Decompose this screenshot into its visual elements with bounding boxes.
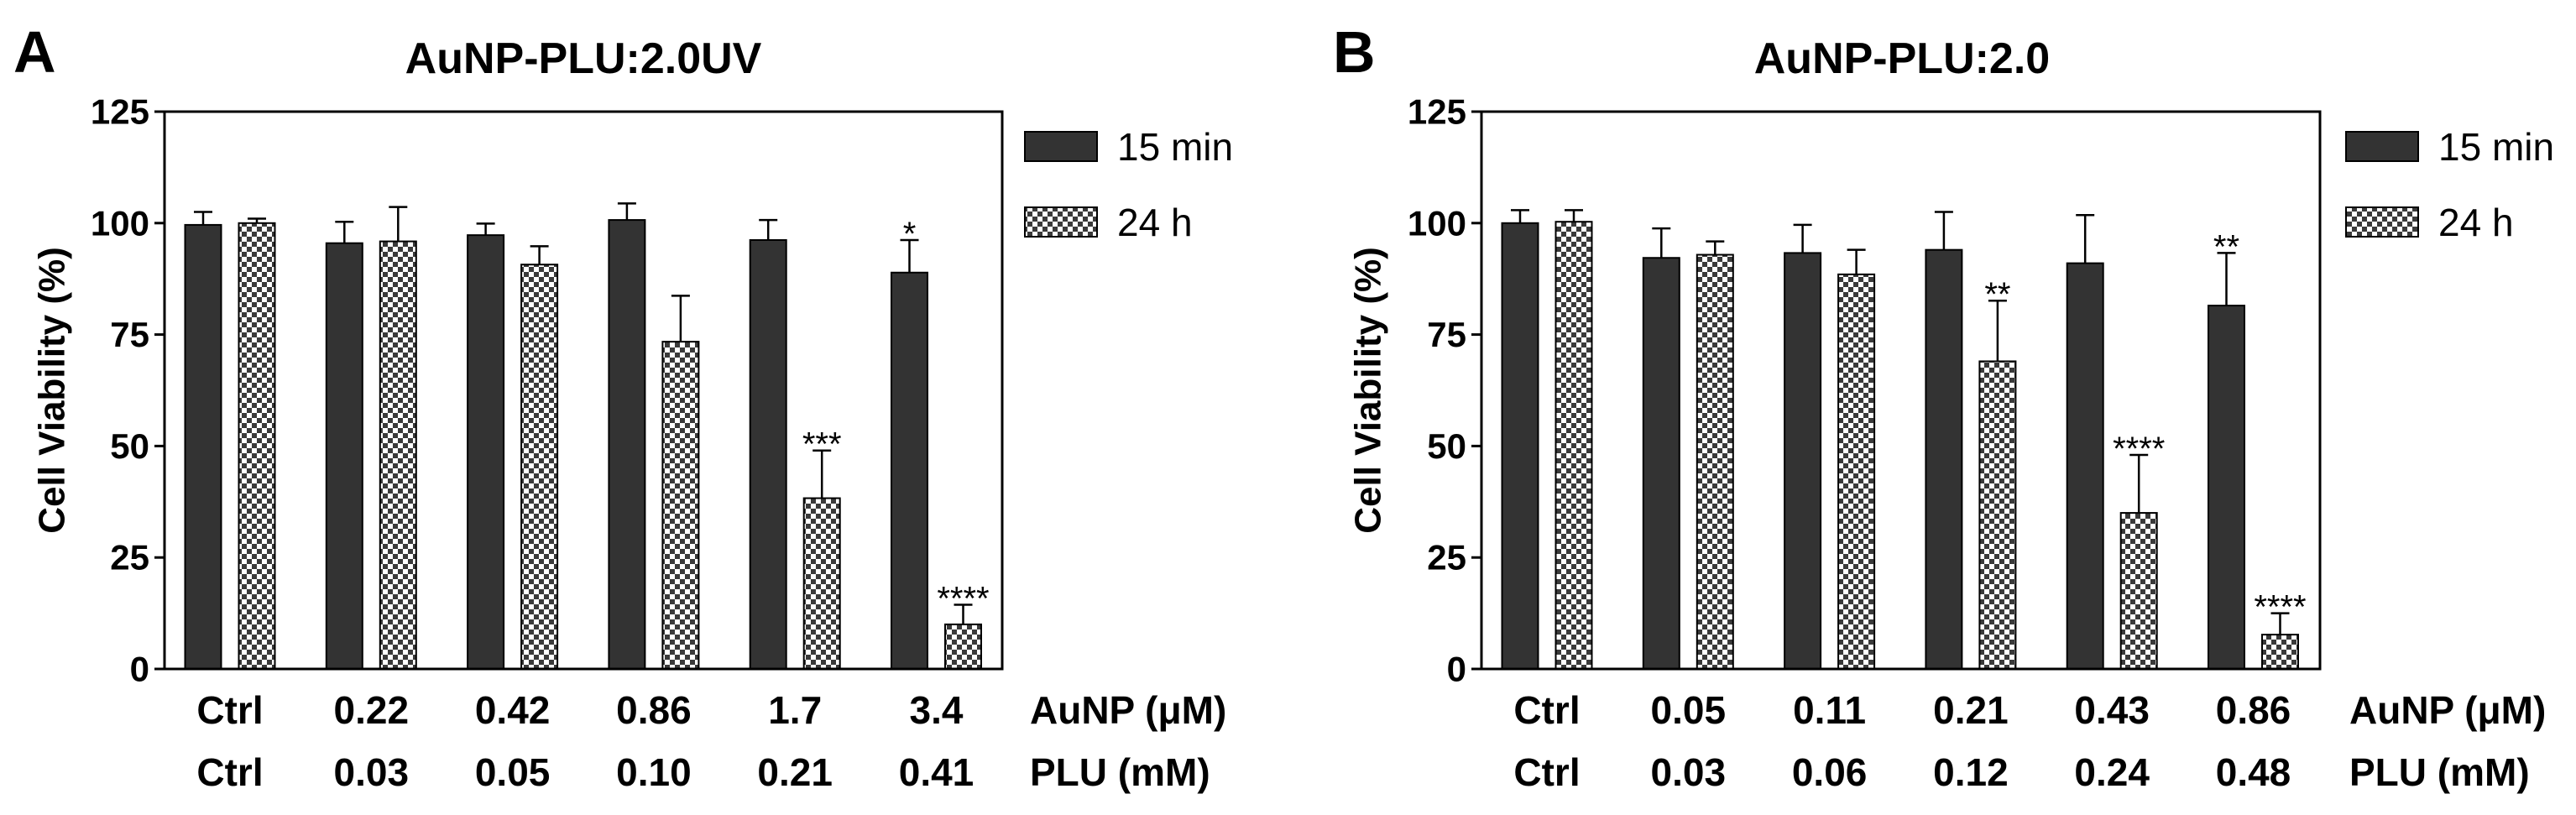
bar-15-min <box>1784 252 1822 670</box>
legend-swatch-15-min <box>2345 131 2419 162</box>
bar-15-min <box>749 238 787 670</box>
significance-marker: *** <box>802 426 842 463</box>
y-tick-label: 50 <box>1427 426 1466 466</box>
x-category-label-aunp: 3.4 <box>910 688 964 732</box>
bar-15-min <box>467 234 505 670</box>
bar-15-min <box>1642 257 1680 670</box>
y-tick-label: 75 <box>1427 315 1466 354</box>
bar-24-h <box>520 264 559 670</box>
bar-15-min <box>1925 248 1963 670</box>
y-tick-label: 100 <box>91 203 149 243</box>
bar-24-h <box>238 222 276 670</box>
x-category-label-aunp: 1.7 <box>768 688 822 732</box>
legend-label-24-h: 24 h <box>1117 201 1193 244</box>
x-category-label-plu: 0.06 <box>1792 750 1868 794</box>
x-category-label-aunp: 0.05 <box>1651 688 1727 732</box>
bar-24-h <box>2261 634 2299 670</box>
bar-24-h <box>661 341 700 670</box>
y-axis-label: Cell Viability (%) <box>32 247 73 534</box>
x-category-label-plu: Ctrl <box>1513 750 1580 794</box>
x-category-label-plu: 0.48 <box>2216 750 2291 794</box>
bar-24-h <box>1554 221 1593 670</box>
bar-24-h <box>2119 512 2158 671</box>
x-category-label-aunp: 0.42 <box>475 688 551 732</box>
legend-label-15-min: 15 min <box>1117 125 1233 169</box>
bar-24-h <box>1696 253 1734 670</box>
legend-swatch-24-h <box>2345 206 2419 238</box>
bar-15-min <box>325 242 363 670</box>
significance-marker: * <box>903 216 917 253</box>
bar-15-min <box>1501 222 1539 670</box>
panel-label: B <box>1333 19 1376 85</box>
x-row-name-plu: PLU (mM) <box>1030 750 1210 794</box>
x-category-label-plu: 0.03 <box>334 750 410 794</box>
x-category-label-aunp: Ctrl <box>1513 688 1580 732</box>
significance-marker: **** <box>2254 589 2306 626</box>
panel-b: B AuNP-PLU:2.0 Cell Viability (%) 0 25 50 75 10… <box>1333 19 2554 794</box>
legend-label-15-min: 15 min <box>2438 125 2554 169</box>
x-category-label-aunp: 0.43 <box>2074 688 2150 732</box>
y-tick-label: 50 <box>110 426 149 466</box>
y-tick-label: 125 <box>91 92 149 132</box>
y-tick-label: 75 <box>110 315 149 354</box>
y-tick-label: 0 <box>130 650 149 689</box>
bar-15-min <box>184 223 222 670</box>
bar-24-h <box>802 497 841 671</box>
significance-marker: ** <box>2213 228 2239 265</box>
x-category-label-plu: Ctrl <box>196 750 263 794</box>
bar-15-min <box>608 219 646 670</box>
panel-a: A AuNP-PLU:2.0UV Cell Viability (%) 0 25 50 75… <box>13 19 1233 794</box>
legend-swatch-24-h <box>1024 206 1098 238</box>
x-row-name-aunp: AuNP (μM) <box>1030 688 1226 732</box>
x-category-label-aunp: 0.86 <box>2216 688 2291 732</box>
legend-label-24-h: 24 h <box>2438 201 2514 244</box>
significance-marker: ** <box>1984 276 2010 313</box>
bar-24-h <box>379 240 417 670</box>
y-axis-label: Cell Viability (%) <box>1348 247 1389 534</box>
bar-24-h <box>1837 273 1876 670</box>
chart-title: AuNP-PLU:2.0 <box>1754 34 2050 83</box>
y-tick-label: 100 <box>1408 203 1466 243</box>
panel-label: A <box>13 19 56 85</box>
x-category-label-plu: 0.05 <box>475 750 551 794</box>
x-category-label-plu: 0.41 <box>899 750 974 794</box>
significance-marker: **** <box>2113 431 2165 468</box>
legend-swatch-15-min <box>1024 131 1098 162</box>
x-row-name-plu: PLU (mM) <box>2349 750 2530 794</box>
x-category-label-plu: 0.10 <box>616 750 692 794</box>
x-category-label-aunp: 0.21 <box>1933 688 2009 732</box>
x-category-label-plu: 0.24 <box>2074 750 2150 794</box>
bar-15-min <box>2066 262 2104 670</box>
y-tick-label: 25 <box>110 538 149 577</box>
x-category-label-aunp: Ctrl <box>196 688 263 732</box>
y-tick-label: 125 <box>1408 92 1466 132</box>
x-row-name-aunp: AuNP (μM) <box>2349 688 2546 732</box>
x-category-label-plu: 0.21 <box>757 750 833 794</box>
significance-marker: **** <box>937 581 989 618</box>
y-tick-label: 0 <box>1447 650 1466 689</box>
x-category-label-aunp: 0.86 <box>616 688 692 732</box>
x-category-label-aunp: 0.11 <box>1793 688 1866 732</box>
x-category-label-plu: 0.03 <box>1651 750 1727 794</box>
bar-24-h <box>944 623 982 671</box>
x-category-label-plu: 0.12 <box>1933 750 2009 794</box>
plot-frame <box>1480 110 2322 671</box>
bar-15-min <box>891 271 928 670</box>
plot-frame <box>163 110 1004 671</box>
bar-24-h <box>1978 360 2017 670</box>
chart-title: AuNP-PLU:2.0UV <box>405 34 762 83</box>
x-category-label-aunp: 0.22 <box>334 688 410 732</box>
bar-15-min <box>2208 305 2245 670</box>
y-tick-label: 25 <box>1427 538 1466 577</box>
